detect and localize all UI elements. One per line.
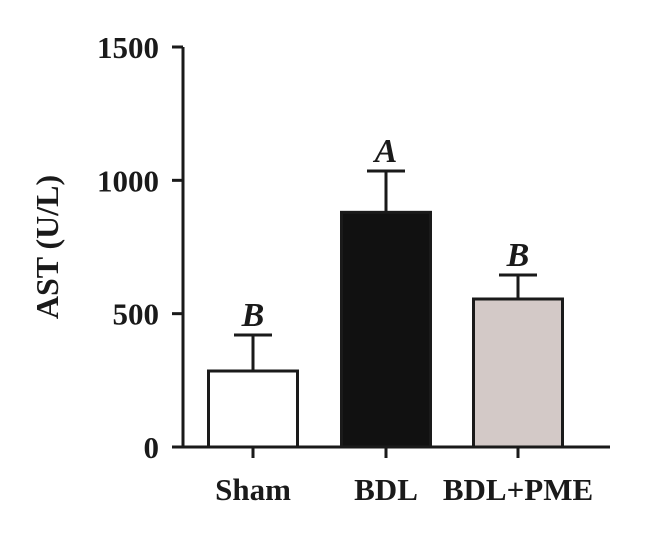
significance-label-0: B [241, 297, 265, 334]
x-category-label-2: BDL+PME [443, 472, 593, 507]
y-tick-label-0: 0 [144, 430, 160, 465]
y-axis-title: AST (U/L) [29, 175, 65, 319]
bar-sham [207, 369, 299, 449]
bar-bdl-pme [472, 297, 564, 449]
plot-area: 0 500 1000 1500 B Sham A BDL B BDL+PME [97, 30, 610, 507]
significance-label-1: A [373, 133, 398, 170]
y-tick-label-1000: 1000 [97, 163, 159, 198]
significance-label-2: B [506, 237, 530, 274]
y-tick-label-500: 500 [113, 297, 160, 332]
y-tick-label-1500: 1500 [97, 30, 159, 65]
x-category-label-0: Sham [215, 472, 291, 507]
bar-bdl [340, 210, 432, 449]
x-category-label-1: BDL [354, 472, 418, 507]
